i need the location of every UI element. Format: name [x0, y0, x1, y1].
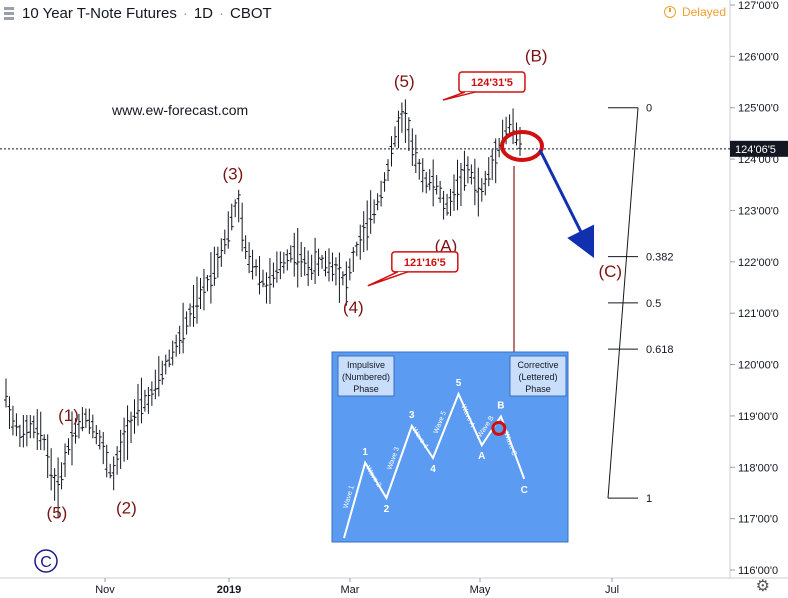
- wave-label: (5): [394, 72, 415, 91]
- inset-wave-point-label: A: [478, 451, 485, 462]
- inset-wave-point-label: 5: [456, 378, 462, 389]
- time-tick-label: 2019: [217, 584, 241, 596]
- collapse-icon[interactable]: [4, 6, 14, 20]
- wave-label: (1): [58, 406, 79, 425]
- highlight-circle: [500, 130, 544, 162]
- forecast-arrow: [538, 149, 595, 259]
- elliott-wave-inset: Impulsive (Numbered) Phase Corrective (Lette…: [331, 351, 569, 543]
- time-axis[interactable]: Nov 2019 Mar May Jul: [0, 577, 788, 596]
- price-tick-label: 117'00'0: [738, 514, 778, 526]
- time-tick-label: Mar: [341, 584, 360, 596]
- price-tick-label: 120'00'0: [738, 360, 779, 372]
- price-axis[interactable]: 116'00'0 117'00'0 118'00'0 119'00'0 120'00'0…: [0, 0, 788, 578]
- time-tick-label: May: [470, 584, 491, 596]
- corrective-phase-label-text: (Lettered): [518, 372, 557, 382]
- watermark-text: www.ew-forecast.com: [112, 102, 249, 118]
- impulsive-phase-label-text: Impulsive: [347, 360, 385, 370]
- wave-label: (2): [116, 499, 137, 518]
- chart-header: 10 Year T-Note Futures · 1D · CBOT: [0, 0, 272, 26]
- price-tick-label: 126'00'0: [738, 51, 779, 63]
- fib-level-label: 0: [646, 103, 652, 115]
- impulsive-phase-label-box: [337, 355, 395, 397]
- inset-wave-point-label: 4: [430, 464, 436, 475]
- last-price-label: 124'06'5: [735, 144, 776, 156]
- corrective-phase-label-text: Corrective: [517, 360, 558, 370]
- price-callout-pointer: [442, 91, 476, 101]
- inset-wave-point-label: 2: [384, 504, 390, 515]
- price-tick-label: 121'00'0: [738, 308, 779, 320]
- price-tick-label: 127'00'0: [738, 0, 779, 12]
- settings-gear-icon[interactable]: ⚙: [755, 578, 770, 595]
- inset-highlight-circle: [491, 420, 507, 436]
- inset-wave-point-label: 3: [409, 410, 415, 421]
- price-callout-label: 124'31'5: [471, 77, 513, 89]
- fib-level-label: 0.5: [646, 298, 661, 310]
- symbol-name[interactable]: 10 Year T-Note Futures: [22, 4, 177, 22]
- wave-label: (3): [223, 165, 244, 184]
- exchange-label: CBOT: [230, 4, 272, 22]
- delayed-label: Delayed: [681, 5, 726, 19]
- inset-wave-point-label: B: [497, 400, 504, 411]
- price-tick-label: 122'00'0: [738, 257, 779, 269]
- price-callout-box: [391, 251, 459, 273]
- header-separator: ·: [219, 4, 225, 22]
- price-tick-label: 125'00'0: [738, 103, 779, 115]
- price-callout-box: [458, 71, 526, 93]
- price-callout-pointer: [367, 271, 409, 287]
- time-tick-label: Nov: [95, 584, 115, 596]
- degree-label: C: [40, 554, 52, 571]
- last-price-marker: [730, 140, 788, 157]
- fib-level-label: 1: [646, 493, 652, 505]
- price-tick-label: 119'00'0: [738, 411, 778, 423]
- inset-wave-point-label: 1: [362, 447, 368, 458]
- clock-icon: [663, 6, 676, 18]
- fib-level-label: 0.382: [646, 252, 674, 264]
- impulsive-phase-label-text: (Numbered): [342, 372, 390, 382]
- wave-label: (A): [435, 237, 458, 256]
- candlestick-series: [4, 99, 522, 518]
- wave-label: (5): [47, 504, 68, 523]
- analysis-overlay: (5) (1) (2) (3) (4) (5) (A) (B) (C) C 124'31'5 121'…: [34, 47, 674, 573]
- fib-level-label: 0.618: [646, 344, 674, 356]
- price-tick-label: 123'00'0: [738, 205, 779, 217]
- wave-label: (B): [525, 47, 548, 66]
- impulsive-phase-label-text: Phase: [353, 384, 379, 394]
- corrective-phase-label-box: [509, 355, 567, 397]
- wave-label: (4): [343, 298, 364, 317]
- price-callout-label: 121'16'5: [404, 257, 446, 269]
- price-tick-label: 124'00'0: [738, 154, 779, 166]
- inset-wave-point-label: C: [521, 485, 528, 496]
- price-tick-label: 116'00'0: [738, 565, 778, 577]
- corrective-phase-label-text: Phase: [525, 384, 551, 394]
- delayed-badge[interactable]: Delayed: [663, 5, 726, 19]
- price-tick-label: 118'00'0: [738, 462, 778, 474]
- time-tick-label: Jul: [605, 584, 619, 596]
- interval-label[interactable]: 1D: [193, 4, 214, 22]
- wave-label: (C): [598, 262, 622, 281]
- header-separator: ·: [182, 4, 188, 22]
- fib-trend-line: [607, 107, 639, 499]
- degree-circle: [34, 549, 58, 573]
